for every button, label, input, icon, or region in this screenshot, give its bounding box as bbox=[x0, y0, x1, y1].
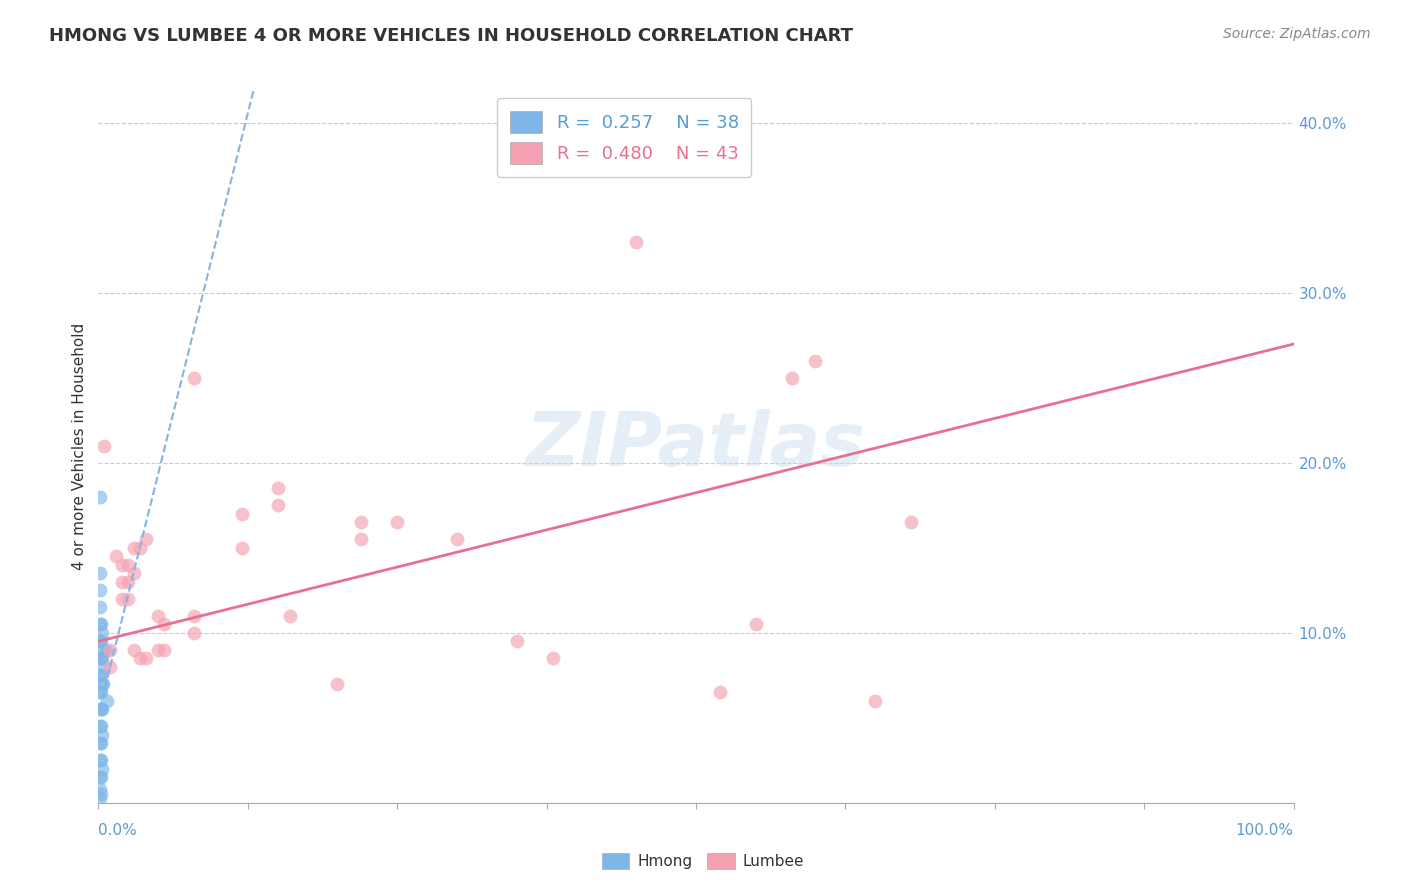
Point bbox=[135, 651, 157, 665]
Point bbox=[90, 787, 112, 801]
Point bbox=[90, 702, 112, 716]
Point bbox=[111, 591, 134, 606]
Point bbox=[385, 516, 409, 530]
Point bbox=[93, 660, 115, 674]
Point bbox=[117, 574, 139, 589]
Point bbox=[541, 651, 564, 665]
Point bbox=[135, 533, 157, 547]
Point bbox=[267, 482, 290, 496]
Text: 100.0%: 100.0% bbox=[1236, 823, 1294, 838]
Point bbox=[117, 591, 139, 606]
Point bbox=[89, 668, 111, 682]
Text: HMONG VS LUMBEE 4 OR MORE VEHICLES IN HOUSEHOLD CORRELATION CHART: HMONG VS LUMBEE 4 OR MORE VEHICLES IN HO… bbox=[49, 27, 853, 45]
Point bbox=[105, 549, 128, 564]
Point bbox=[350, 516, 373, 530]
Point bbox=[89, 753, 111, 767]
Point bbox=[89, 685, 111, 699]
Point bbox=[709, 685, 731, 699]
Point bbox=[89, 583, 111, 598]
Point bbox=[89, 790, 111, 805]
Point bbox=[124, 643, 146, 657]
Point bbox=[231, 507, 253, 521]
Point bbox=[124, 566, 146, 581]
Point bbox=[89, 702, 111, 716]
Point bbox=[90, 719, 112, 733]
Point bbox=[506, 634, 529, 648]
Point bbox=[90, 736, 112, 750]
Point bbox=[94, 643, 117, 657]
Point bbox=[91, 762, 114, 776]
Point bbox=[91, 677, 114, 691]
Point bbox=[89, 490, 111, 504]
Legend: R =  0.257    N = 38, R =  0.480    N = 43: R = 0.257 N = 38, R = 0.480 N = 43 bbox=[498, 98, 751, 177]
Point bbox=[804, 354, 827, 368]
Point bbox=[153, 617, 176, 632]
Point bbox=[89, 634, 111, 648]
Text: Source: ZipAtlas.com: Source: ZipAtlas.com bbox=[1223, 27, 1371, 41]
Point bbox=[326, 677, 349, 691]
Point bbox=[89, 719, 111, 733]
Point bbox=[89, 736, 111, 750]
Text: ZIPatlas: ZIPatlas bbox=[526, 409, 866, 483]
Point bbox=[98, 660, 122, 674]
Point bbox=[89, 617, 111, 632]
Point bbox=[231, 541, 253, 555]
Point bbox=[153, 643, 176, 657]
Point bbox=[90, 753, 112, 767]
Point bbox=[90, 770, 112, 784]
Point bbox=[129, 651, 152, 665]
Point bbox=[89, 600, 111, 615]
Point bbox=[91, 702, 114, 716]
Point bbox=[865, 694, 887, 708]
Point bbox=[90, 668, 112, 682]
Point bbox=[111, 558, 134, 572]
Point bbox=[96, 694, 118, 708]
Point bbox=[90, 651, 112, 665]
Point bbox=[90, 634, 112, 648]
Point bbox=[90, 617, 112, 632]
Point bbox=[89, 782, 111, 797]
Point bbox=[267, 499, 290, 513]
Text: 0.0%: 0.0% bbox=[98, 823, 138, 838]
Point bbox=[183, 608, 205, 623]
Point bbox=[900, 516, 922, 530]
Point bbox=[91, 677, 114, 691]
Y-axis label: 4 or more Vehicles in Household: 4 or more Vehicles in Household bbox=[72, 322, 87, 570]
Point bbox=[89, 770, 111, 784]
Point bbox=[148, 643, 170, 657]
Point bbox=[91, 728, 114, 742]
Point bbox=[626, 235, 648, 249]
Point bbox=[91, 643, 114, 657]
Point bbox=[745, 617, 768, 632]
Point bbox=[89, 566, 111, 581]
Point bbox=[90, 685, 112, 699]
Point bbox=[93, 439, 115, 453]
Point bbox=[111, 574, 134, 589]
Point bbox=[91, 651, 114, 665]
Point bbox=[124, 541, 146, 555]
Point bbox=[780, 371, 803, 385]
Point bbox=[278, 608, 301, 623]
Point bbox=[129, 541, 152, 555]
Point bbox=[183, 371, 205, 385]
Point bbox=[446, 533, 468, 547]
Point bbox=[98, 643, 122, 657]
Point bbox=[183, 626, 205, 640]
Point bbox=[350, 533, 373, 547]
Point bbox=[91, 626, 114, 640]
Legend: Hmong, Lumbee: Hmong, Lumbee bbox=[596, 847, 810, 875]
Point bbox=[117, 558, 139, 572]
Point bbox=[89, 651, 111, 665]
Point bbox=[148, 608, 170, 623]
